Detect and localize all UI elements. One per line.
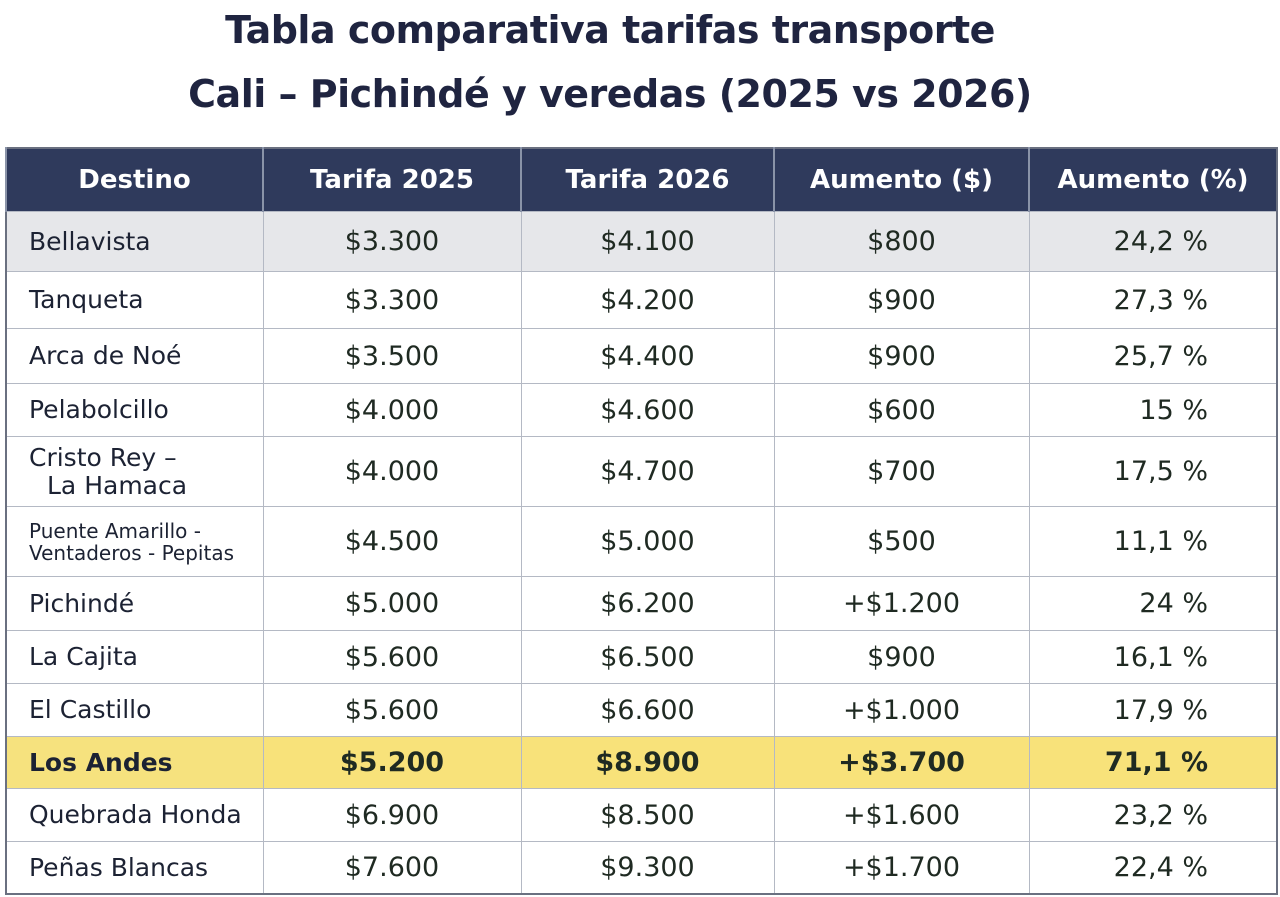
increase-amount-cell: +$1.600 — [773, 788, 1030, 842]
table-row: Bellavista $3.300 $4.100 $800 24,2 % — [5, 211, 1278, 272]
increase-amount-cell: +$3.700 — [773, 736, 1030, 789]
fare-2026-cell: $4.700 — [520, 436, 775, 507]
increase-percent-cell: 25,7 % — [1028, 328, 1278, 384]
table-row: El Castillo $5.600 $6.600 +$1.000 17,9 % — [5, 683, 1278, 737]
fare-2025-cell: $3.300 — [262, 271, 522, 329]
table-row: Peñas Blancas $7.600 $9.300 +$1.700 22,4 % — [5, 841, 1278, 894]
destination-text: Pichindé — [29, 588, 135, 618]
column-header: Destino — [5, 148, 263, 212]
table-row: Cristo Rey – La Hamaca $4.000 $4.700 $700 17,… — [5, 436, 1278, 507]
destination-text: Pelabolcillo — [29, 395, 169, 425]
destination-text: Cristo Rey – — [29, 443, 177, 472]
increase-amount-cell: +$1.000 — [773, 683, 1030, 737]
increase-amount-cell: $900 — [773, 630, 1030, 684]
destination-cell: Peñas Blancas — [5, 841, 264, 894]
fare-2025-cell: $5.600 — [262, 683, 522, 737]
destination-text: Bellavista — [29, 226, 151, 256]
fare-2026-cell: $8.500 — [520, 788, 775, 842]
destination-cell: Cristo Rey – La Hamaca — [5, 436, 264, 507]
increase-percent-cell: 11,1 % — [1028, 506, 1278, 577]
table-row: Pelabolcillo $4.000 $4.600 $600 15 % — [5, 383, 1278, 437]
fare-2026-cell: $4.400 — [520, 328, 775, 384]
destination-text: Tanqueta — [29, 285, 144, 315]
increase-percent-cell: 16,1 % — [1028, 630, 1278, 684]
fare-2026-cell: $6.200 — [520, 576, 775, 631]
increase-percent-cell: 23,2 % — [1028, 788, 1278, 842]
column-header: Tarifa 2025 — [262, 148, 521, 212]
increase-percent-cell: 24 % — [1028, 576, 1278, 631]
destination-text: Ventaderos - Pepitas — [29, 540, 234, 565]
increase-amount-cell: $800 — [773, 211, 1030, 272]
destination-cell: Arca de Noé — [5, 328, 264, 384]
fare-2026-cell: $4.600 — [520, 383, 775, 437]
table-row: Puente Amarillo - Ventaderos - Pepitas $4.… — [5, 506, 1278, 577]
destination-text: Quebrada Honda — [29, 800, 242, 830]
destination-cell: La Cajita — [5, 630, 264, 684]
destination-cell: Tanqueta — [5, 271, 264, 329]
fare-2025-cell: $5.600 — [262, 630, 522, 684]
destination-text: Peñas Blancas — [29, 852, 209, 882]
column-header: Aumento ($) — [773, 148, 1029, 212]
destination-cell: El Castillo — [5, 683, 264, 737]
table-row: Tanqueta $3.300 $4.200 $900 27,3 % — [5, 271, 1278, 329]
fare-2025-cell: $3.500 — [262, 328, 522, 384]
destination-cell: Los Andes — [5, 736, 264, 789]
increase-amount-cell: $900 — [773, 271, 1030, 329]
fare-2025-cell: $5.200 — [262, 736, 522, 789]
fare-2025-cell: $7.600 — [262, 841, 522, 894]
increase-percent-cell: 15 % — [1028, 383, 1278, 437]
title-line-2: Cali – Pichindé y veredas (2025 vs 2026) — [188, 72, 1032, 116]
fare-2025-cell: $4.000 — [262, 383, 522, 437]
destination-cell: Quebrada Honda — [5, 788, 264, 842]
table-row: Los Andes $5.200 $8.900 +$3.700 71,1 % — [5, 736, 1278, 789]
column-header: Aumento (%) — [1028, 148, 1277, 212]
destination-text: La Cajita — [29, 642, 138, 672]
table-row: Quebrada Honda $6.900 $8.500 +$1.600 23,2 % — [5, 788, 1278, 842]
increase-amount-cell: $700 — [773, 436, 1030, 507]
fare-2026-cell: $4.100 — [520, 211, 775, 272]
increase-percent-cell: 27,3 % — [1028, 271, 1278, 329]
increase-amount-cell: $900 — [773, 328, 1030, 384]
fare-2025-cell: $3.300 — [262, 211, 522, 272]
fare-2026-cell: $6.600 — [520, 683, 775, 737]
fare-2025-cell: $4.000 — [262, 436, 522, 507]
increase-percent-cell: 22,4 % — [1028, 841, 1278, 894]
increase-percent-cell: 71,1 % — [1028, 736, 1278, 789]
destination-text: Los Andes — [29, 747, 173, 777]
fare-2026-cell: $6.500 — [520, 630, 775, 684]
increase-percent-cell: 17,9 % — [1028, 683, 1278, 737]
increase-amount-cell: +$1.200 — [773, 576, 1030, 631]
destination-text: La Hamaca — [47, 470, 188, 500]
fare-2025-cell: $5.000 — [262, 576, 522, 631]
column-header: Tarifa 2026 — [520, 148, 774, 212]
increase-percent-cell: 17,5 % — [1028, 436, 1278, 507]
fare-2026-cell: $5.000 — [520, 506, 775, 577]
increase-amount-cell: $500 — [773, 506, 1030, 577]
fare-2025-cell: $6.900 — [262, 788, 522, 842]
fare-2026-cell: $8.900 — [520, 736, 775, 789]
destination-text: Arca de Noé — [29, 341, 182, 371]
destination-cell: Puente Amarillo - Ventaderos - Pepitas — [5, 506, 264, 577]
fare-2025-cell: $4.500 — [262, 506, 522, 577]
destination-text: El Castillo — [29, 695, 152, 725]
destination-cell: Bellavista — [5, 211, 264, 272]
increase-amount-cell: +$1.700 — [773, 841, 1030, 894]
fare-2026-cell: $4.200 — [520, 271, 775, 329]
table-row: Arca de Noé $3.500 $4.400 $900 25,7 % — [5, 328, 1278, 384]
destination-text: Puente Amarillo - — [29, 518, 201, 543]
destination-cell: Pichindé — [5, 576, 264, 631]
table-row: La Cajita $5.600 $6.500 $900 16,1 % — [5, 630, 1278, 684]
increase-percent-cell: 24,2 % — [1028, 211, 1278, 272]
fare-comparison-table: Destino Tarifa 2025 Tarifa 2026 Aumento ($)… — [5, 147, 1278, 895]
increase-amount-cell: $600 — [773, 383, 1030, 437]
title-line-1: Tabla comparativa tarifas transporte — [225, 8, 995, 52]
destination-cell: Pelabolcillo — [5, 383, 264, 437]
fare-2026-cell: $9.300 — [520, 841, 775, 894]
table-header-row: Destino Tarifa 2025 Tarifa 2026 Aumento ($)… — [5, 148, 1277, 212]
table-row: Pichindé $5.000 $6.200 +$1.200 24 % — [5, 576, 1278, 631]
